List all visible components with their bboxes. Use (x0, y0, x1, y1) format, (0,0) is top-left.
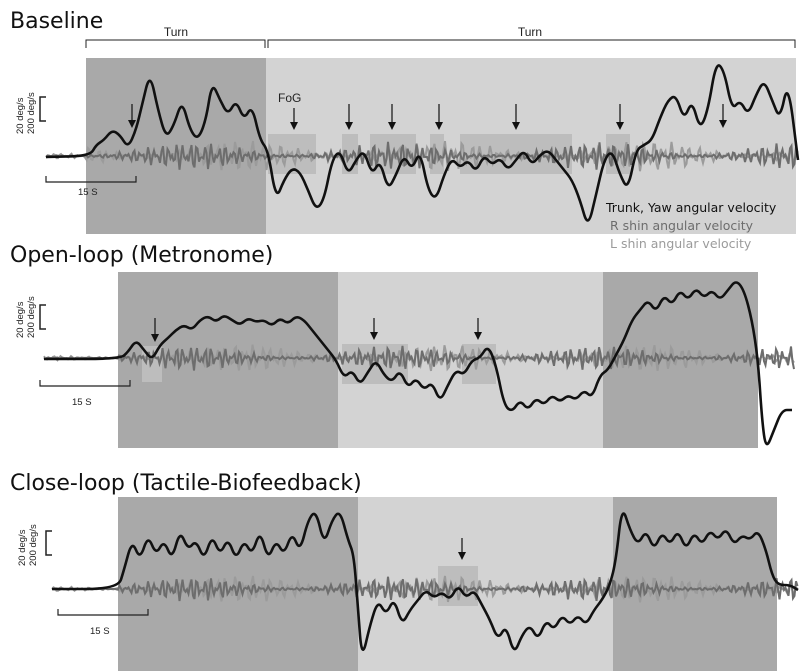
trunk-yaw-line (52, 512, 799, 651)
trunk-yaw-line (45, 64, 800, 222)
fog-arrows-baseline (128, 104, 727, 130)
panel-title-open-loop: Open-loop (Metronome) (10, 243, 273, 268)
signals-close-loop (51, 512, 799, 651)
legend-l-shin: L shin angular velocity (610, 236, 752, 251)
y-scale-bar (39, 96, 46, 122)
y-scale-label-2: 200 deg/s (26, 296, 37, 338)
turn-shade (118, 497, 358, 671)
fog-arrow-head (458, 552, 466, 560)
fog-arrows-close-loop (458, 538, 466, 560)
turn-bracket-1 (85, 39, 266, 48)
signals-open-loop (43, 281, 795, 446)
fog-arrow-head (616, 122, 624, 130)
fog-arrow-head (370, 332, 378, 340)
signals-baseline (45, 64, 800, 222)
fog-arrow-head (151, 334, 159, 342)
straight-shade (358, 497, 613, 671)
y-scale-label-2: 200 deg/s (28, 524, 39, 566)
panel-title-close-loop: Close-loop (Tactile-Biofeedback) (10, 471, 362, 496)
fog-arrow-head (435, 122, 443, 130)
fog-arrow-head (388, 122, 396, 130)
y-scale-label-1: 20 deg/s (15, 301, 26, 338)
fog-arrows-open-loop (151, 318, 482, 342)
turn-label-1: Turn (164, 25, 188, 39)
fog-arrow-head (719, 120, 727, 128)
x-scale-label: 15 S (72, 397, 92, 408)
y-scale-label-1: 20 deg/s (17, 529, 28, 566)
panel-close-loop: Close-loop (Tactile-Biofeedback) 20 deg/… (10, 471, 799, 671)
r-shin-line (45, 141, 799, 170)
legend-trunk: Trunk, Yaw angular velocity (605, 200, 777, 215)
fog-arrow-head (128, 120, 136, 128)
x-scale-label: 15 S (78, 187, 98, 198)
x-scale-bar (45, 176, 137, 183)
panel-title-baseline: Baseline (10, 9, 103, 34)
r-shin-line (51, 576, 799, 602)
trunk-yaw-line (44, 281, 792, 446)
r-shin-line (43, 345, 795, 371)
fog-arrow-head (290, 122, 298, 130)
turn-shade (613, 497, 777, 671)
fog-arrow-head (345, 122, 353, 130)
turn-label-2: Turn (518, 25, 542, 39)
x-scale-bar (39, 380, 131, 387)
fog-label: FoG (278, 91, 301, 105)
fog-arrow-head (512, 122, 520, 130)
fog-arrow-head (474, 332, 482, 340)
panel-open-loop: Open-loop (Metronome) 20 deg/s 200 deg/s… (10, 243, 795, 448)
y-scale-label-2: 200 deg/s (26, 92, 37, 134)
y-scale-bar (39, 304, 46, 330)
turn-bracket-2 (267, 39, 796, 48)
y-scale-bar (45, 530, 52, 556)
y-scale-label-1: 20 deg/s (15, 97, 26, 134)
x-scale-bar (57, 609, 149, 616)
legend-r-shin: R shin angular velocity (610, 218, 754, 233)
x-scale-label: 15 S (90, 626, 110, 637)
panel-baseline: Baseline Turn Turn FoG 20 deg/s 200 deg/… (10, 9, 800, 251)
